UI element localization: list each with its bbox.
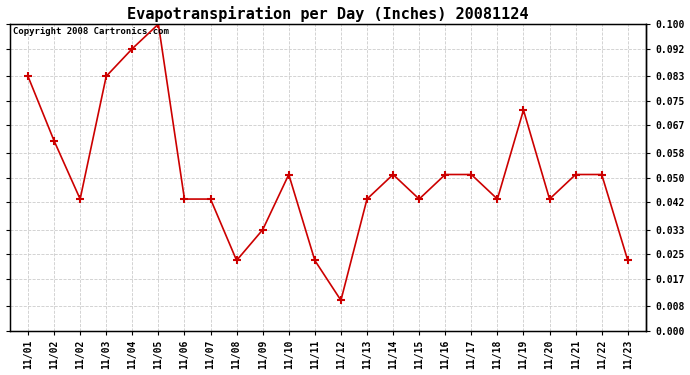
Text: Copyright 2008 Cartronics.com: Copyright 2008 Cartronics.com: [13, 27, 169, 36]
Title: Evapotranspiration per Day (Inches) 20081124: Evapotranspiration per Day (Inches) 2008…: [127, 6, 529, 21]
